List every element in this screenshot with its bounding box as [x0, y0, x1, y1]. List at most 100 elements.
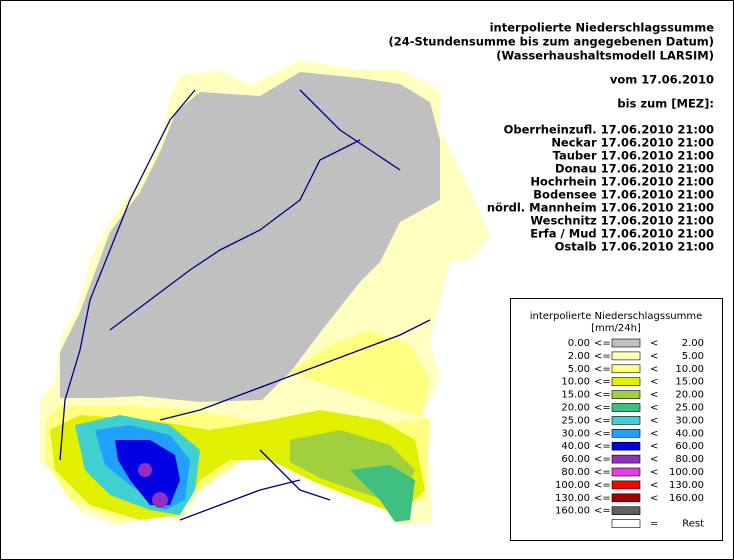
region-time: Hochrhein 17.06.2010 21:00	[530, 175, 714, 189]
river	[109, 139, 361, 331]
legend-from: 30.00	[561, 428, 590, 439]
zone-teal	[350, 465, 415, 522]
legend-swatch	[611, 493, 641, 503]
legend-to: 130.00	[669, 480, 704, 491]
zone-purple	[138, 463, 152, 477]
legend-to: 40.00	[675, 428, 704, 439]
legend-from: 80.00	[561, 467, 590, 478]
legend-op: <=	[594, 467, 611, 478]
legend-swatch	[611, 454, 641, 464]
legend-op: <	[650, 403, 658, 414]
legend-to: 20.00	[675, 390, 704, 401]
legend-swatch	[611, 338, 641, 348]
region-time: Donau 17.06.2010 21:00	[555, 162, 714, 176]
legend-from: 40.00	[561, 441, 590, 452]
until: bis zum [MEZ]:	[617, 97, 714, 111]
legend-op: <=	[594, 415, 611, 426]
river	[179, 479, 301, 521]
region-time: Bodensee 17.06.2010 21:00	[533, 188, 714, 202]
legend-op: <=	[594, 454, 611, 465]
legend-op: <=	[594, 428, 611, 439]
region-time: Erfa / Mud 17.06.2010 21:00	[530, 227, 714, 241]
legend-to: 100.00	[669, 467, 704, 478]
legend-to: 5.00	[682, 351, 704, 362]
legend-op: <	[650, 415, 658, 426]
river	[159, 319, 431, 421]
legend-from: 25.00	[561, 415, 590, 426]
legend-op: <	[650, 364, 658, 375]
legend-op: =	[650, 519, 658, 530]
river	[59, 89, 196, 461]
legend-op: <=	[594, 390, 611, 401]
region-time: nördl. Mannheim 17.06.2010 21:00	[487, 201, 714, 215]
model: (Wasserhaushaltsmodell LARSIM)	[496, 49, 714, 63]
legend-from: 20.00	[561, 403, 590, 414]
region-time: Weschnitz 17.06.2010 21:00	[530, 214, 714, 228]
legend-swatch	[611, 480, 641, 490]
legend-from: 2.00	[568, 351, 590, 362]
legend-op: <	[650, 351, 658, 362]
legend-op: <=	[594, 403, 611, 414]
legend-swatch	[611, 441, 641, 451]
legend-swatch	[611, 467, 641, 477]
legend-swatch	[611, 390, 641, 399]
legend-from: 15.00	[561, 390, 590, 401]
legend-from: 160.00	[555, 506, 590, 517]
legend-to: 80.00	[675, 454, 704, 465]
legend-op: <	[650, 377, 658, 388]
legend-unit: [mm/24h]	[591, 323, 641, 334]
title: interpolierte Niederschlagssumme	[490, 21, 715, 35]
river	[259, 449, 331, 501]
legend-title: interpolierte Niederschlagssumme	[530, 311, 703, 322]
legend-from: 60.00	[561, 454, 590, 465]
legend-from: 10.00	[561, 377, 590, 388]
legend-op: <	[650, 454, 658, 465]
region-time: Neckar 17.06.2010 21:00	[551, 136, 714, 150]
legend-swatch	[611, 519, 641, 528]
legend-swatch	[611, 403, 641, 412]
legend-swatch	[611, 506, 641, 516]
legend-to: 2.00	[682, 338, 704, 349]
legend-op: <=	[594, 480, 611, 491]
legend-op: <	[650, 390, 658, 401]
legend-swatch	[611, 416, 641, 425]
date: vom 17.06.2010	[610, 73, 714, 87]
legend-to: 60.00	[675, 441, 704, 452]
river	[299, 89, 401, 171]
legend-from: 100.00	[555, 480, 590, 491]
legend-to: Rest	[682, 519, 704, 530]
legend-to: 10.00	[675, 364, 704, 375]
legend-swatch	[611, 428, 641, 438]
zone-grey	[60, 72, 440, 402]
legend-op: <=	[594, 364, 611, 375]
legend-swatch	[611, 377, 641, 387]
region-time: Oberrheinzufl. 17.06.2010 21:00	[504, 123, 714, 137]
legend-op: <=	[594, 377, 611, 388]
legend-op: <	[650, 441, 658, 452]
header: interpolierte Niederschlagssumme (24-Stu…	[388, 21, 714, 111]
legend-to: 15.00	[675, 377, 704, 388]
region-time: Tauber 17.06.2010 21:00	[553, 149, 714, 163]
legend-op: <	[650, 480, 658, 491]
legend-op: <=	[594, 493, 611, 504]
legend-swatch	[611, 364, 641, 374]
legend-op: <=	[594, 338, 611, 349]
legend-from: 5.00	[568, 364, 590, 375]
legend-from: 0.00	[568, 338, 590, 349]
legend-from: 130.00	[555, 493, 590, 504]
legend-to: 30.00	[675, 415, 704, 426]
legend-op: <	[650, 467, 658, 478]
map	[40, 60, 490, 526]
legend: interpolierte Niederschlagssumme [mm/24h…	[510, 298, 723, 541]
legend-op: <=	[594, 441, 611, 452]
zone-purple	[152, 492, 168, 508]
region-time: Ostalb 17.06.2010 21:00	[555, 240, 714, 254]
legend-to: 25.00	[675, 403, 704, 414]
legend-op: <	[650, 338, 658, 349]
legend-to: 160.00	[669, 493, 704, 504]
legend-op: <	[650, 493, 658, 504]
subtitle: (24-Stundensumme bis zum angegebenen Dat…	[388, 35, 714, 49]
legend-op: <=	[594, 351, 611, 362]
